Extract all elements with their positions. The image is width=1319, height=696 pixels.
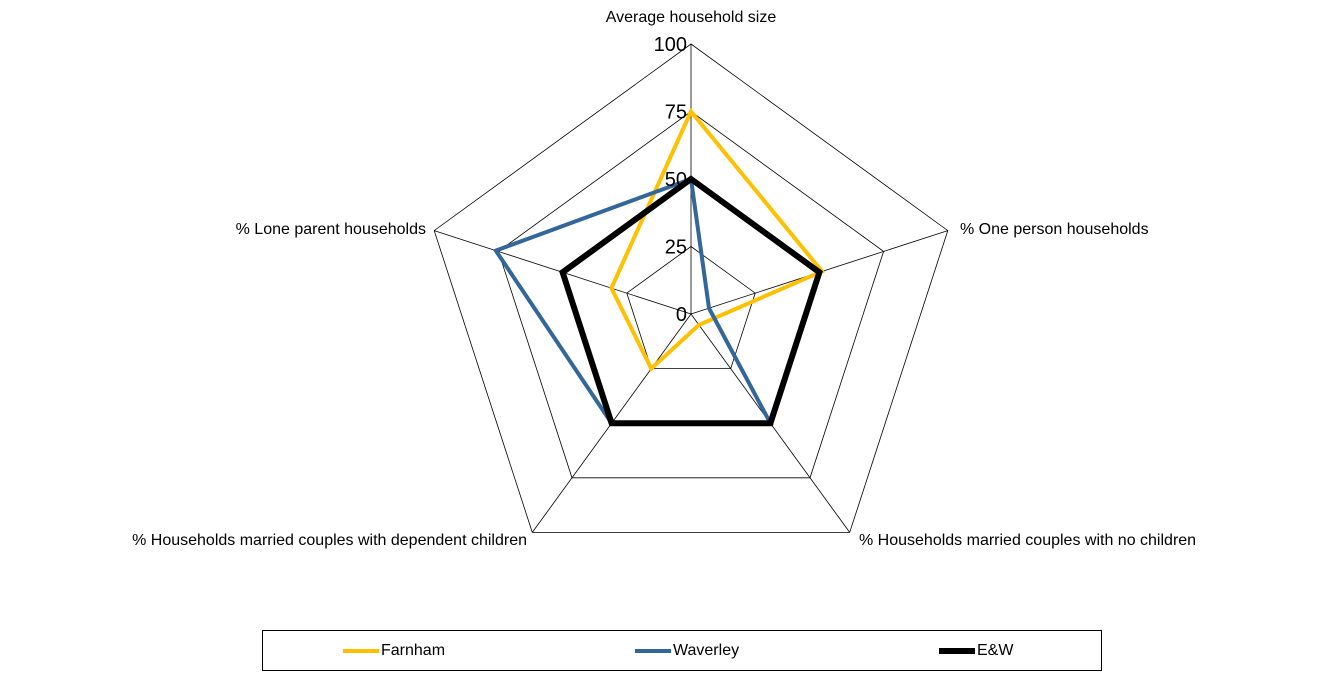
legend-entry-waverley: Waverley [635, 631, 739, 670]
tick-label-75: 75 [665, 102, 687, 124]
axis-label-average-household-size: Average household size [606, 9, 777, 26]
tick-labels: 0 25 50 75 100 [654, 34, 687, 326]
series-line-waverley [492, 176, 774, 426]
legend-swatch-waverley [635, 648, 671, 653]
axis-label-one-person-households: % One person households [960, 221, 1149, 238]
axis-label-married-dependent-children: % Households married couples with depend… [132, 532, 527, 549]
grid-ring-4 [433, 43, 949, 533]
legend-swatch-farnham [343, 648, 379, 653]
legend-swatch-ew [939, 647, 975, 654]
axis-label-lone-parent-households: % Lone parent households [236, 221, 426, 238]
tick-label-0: 0 [676, 304, 687, 326]
axis-label-married-no-children: % Households married couples with no chi… [859, 532, 1196, 549]
tick-label-25: 25 [665, 237, 687, 259]
grid-ring-1 [626, 246, 756, 370]
legend-entry-farnham: Farnham [343, 631, 445, 670]
legend: Farnham Waverley E&W [262, 630, 1102, 671]
legend-label-farnham: Farnham [381, 641, 446, 659]
axis-labels: Average household size % One person hous… [132, 9, 1196, 549]
grid [433, 43, 949, 533]
legend-label-ew: E&W [977, 641, 1014, 659]
series-line-farnham [609, 107, 826, 372]
series-line-e-w [559, 175, 823, 427]
grid-ring-3 [497, 111, 885, 479]
tick-label-100: 100 [654, 34, 687, 56]
legend-entry-ew: E&W [939, 631, 1013, 670]
series-lines [492, 107, 826, 427]
legend-label-waverley: Waverley [673, 641, 740, 659]
tick-label-50: 50 [665, 169, 687, 191]
